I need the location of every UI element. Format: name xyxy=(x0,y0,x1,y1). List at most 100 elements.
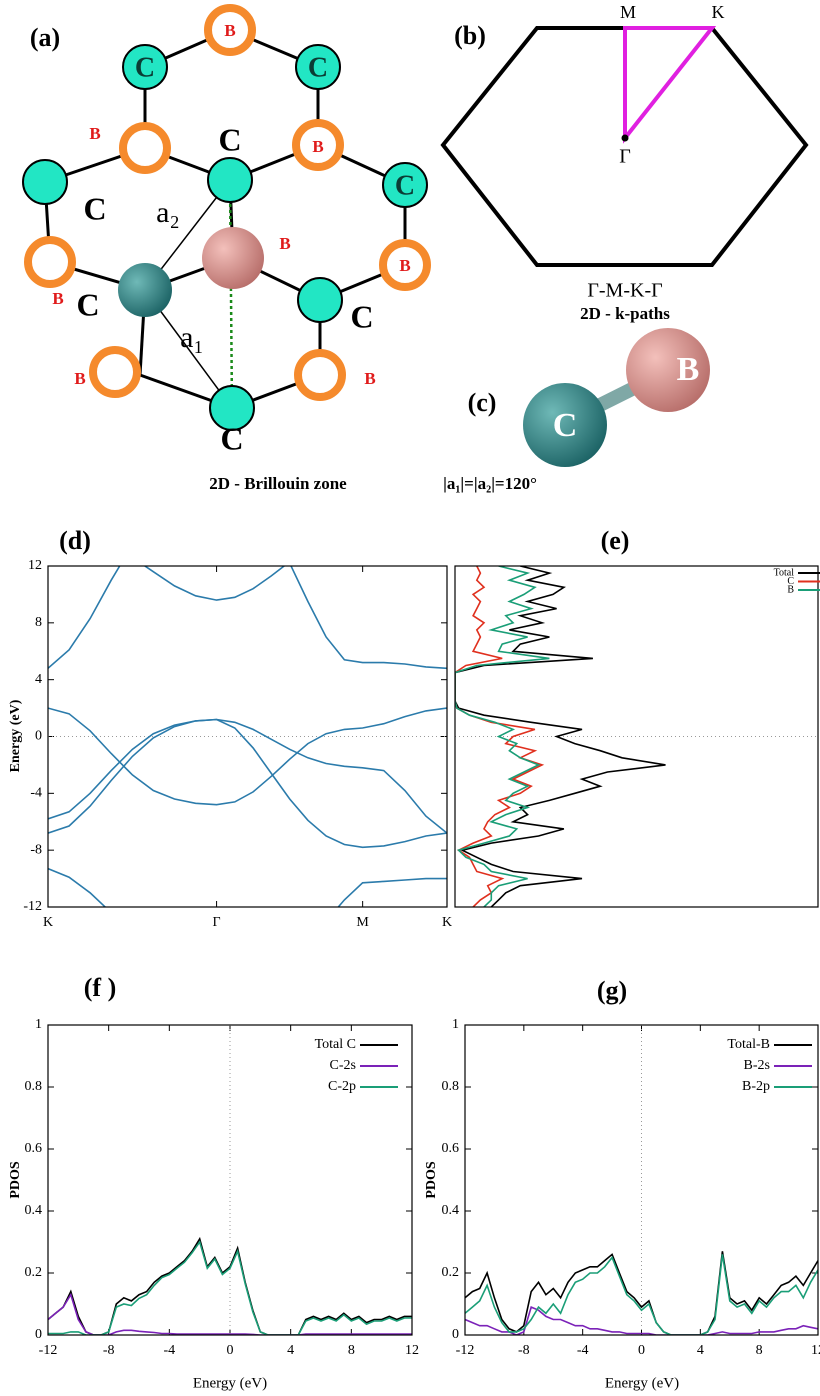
legend-label: C-2p xyxy=(328,1079,356,1094)
x-axis-label: Energy (eV) xyxy=(193,1375,267,1391)
x-tick-label: -12 xyxy=(39,1343,58,1358)
y-tick-label: -8 xyxy=(30,842,42,857)
legend-label: B xyxy=(787,584,794,595)
k-path-subtitle: 2D - k-paths xyxy=(580,304,670,323)
series-line xyxy=(465,1306,818,1335)
molecule-atom xyxy=(626,328,710,412)
plot-frame xyxy=(454,565,819,908)
legend-label: C xyxy=(787,576,794,587)
x-tick-label: K xyxy=(442,915,452,930)
plot-frame xyxy=(47,1024,413,1336)
y-tick-label: 0.8 xyxy=(442,1079,460,1094)
x-tick-label: -4 xyxy=(163,1343,175,1358)
caption: |a₁|=|a₂|=120° xyxy=(443,474,537,493)
panel-label: (f ) xyxy=(84,973,116,1002)
atom-label: C xyxy=(83,190,106,226)
atom-label: B xyxy=(364,369,375,388)
caption: 2D - Brillouin zone xyxy=(209,474,347,493)
x-tick-label: Γ xyxy=(213,915,221,930)
lattice-vector: a₂ xyxy=(156,196,180,229)
atom-label: C xyxy=(350,298,373,334)
series-line xyxy=(465,1254,818,1335)
series-line xyxy=(455,566,666,907)
x-tick-label: 8 xyxy=(348,1343,355,1358)
x-tick-label: -8 xyxy=(103,1343,115,1358)
k-point-label: K xyxy=(712,2,725,22)
k-point-label: M xyxy=(620,2,636,22)
y-tick-label: 0.8 xyxy=(25,1079,43,1094)
atom-label: C xyxy=(76,286,99,322)
panel-label: (e) xyxy=(601,526,630,555)
y-tick-label: 0.4 xyxy=(442,1203,460,1218)
y-axis-label: PDOS xyxy=(424,1161,439,1199)
legend-label: Total xyxy=(774,567,795,578)
x-tick-label: 12 xyxy=(811,1343,820,1358)
y-tick-label: 0.2 xyxy=(25,1265,43,1280)
y-tick-label: 8 xyxy=(35,615,42,630)
atom-label: B xyxy=(52,289,63,308)
panel-label: (c) xyxy=(468,388,497,417)
atom-label: C xyxy=(135,52,155,83)
x-tick-label: 4 xyxy=(697,1343,704,1358)
y-tick-label: -4 xyxy=(30,786,42,801)
molecule-atom xyxy=(523,383,607,467)
plot-frame xyxy=(464,1024,819,1336)
gamma-point xyxy=(621,134,629,142)
x-tick-label: 4 xyxy=(287,1343,294,1358)
series-line xyxy=(48,566,447,670)
series-line xyxy=(455,566,550,907)
atom-label: B xyxy=(399,256,410,275)
lattice-vector: a₁ xyxy=(180,321,204,354)
y-tick-label: 4 xyxy=(35,672,42,687)
legend-label: B-2p xyxy=(742,1079,770,1094)
k-path xyxy=(623,26,717,144)
series-line xyxy=(48,707,447,806)
y-tick-label: 0 xyxy=(452,1327,459,1342)
x-tick-label: -12 xyxy=(456,1343,475,1358)
plot-frame xyxy=(47,565,448,908)
legend-label: Total-B xyxy=(727,1037,770,1052)
y-tick-label: 0.6 xyxy=(442,1141,460,1156)
atom-label: C xyxy=(218,121,241,157)
x-tick-label: -8 xyxy=(518,1343,530,1358)
x-tick-label: 12 xyxy=(405,1343,419,1358)
legend-label: B-2s xyxy=(744,1058,770,1073)
panel-label: (d) xyxy=(59,526,91,555)
y-tick-label: 0.6 xyxy=(25,1141,43,1156)
y-tick-label: -12 xyxy=(23,899,42,914)
y-tick-label: 0 xyxy=(35,729,42,744)
atom-label: B xyxy=(74,369,85,388)
k-point-label: Γ xyxy=(619,146,631,168)
atom-label: B xyxy=(312,137,323,156)
atom-label: C xyxy=(220,420,243,456)
series-line xyxy=(48,1292,412,1335)
legend-label: C-2s xyxy=(330,1058,356,1073)
x-tick-label: 0 xyxy=(638,1343,645,1358)
atom-label: B xyxy=(89,124,100,143)
series-line xyxy=(48,1240,412,1335)
x-tick-label: -4 xyxy=(577,1343,589,1358)
x-tick-label: 8 xyxy=(756,1343,763,1358)
series-line xyxy=(48,718,447,834)
y-tick-label: 0 xyxy=(35,1327,42,1342)
lattice-atoms xyxy=(22,4,431,431)
atom-label: B xyxy=(677,351,700,388)
series-line xyxy=(48,867,447,907)
x-tick-label: K xyxy=(43,915,53,930)
y-tick-label: 0.2 xyxy=(442,1265,460,1280)
k-path-label: Γ-M-K-Γ xyxy=(587,280,662,302)
legend-label: Total C xyxy=(315,1037,356,1052)
y-axis-label: Energy (eV) xyxy=(8,699,23,772)
atom-label: C xyxy=(308,52,328,83)
x-axis-label: Energy (eV) xyxy=(605,1375,679,1391)
panel-label: (g) xyxy=(597,976,627,1005)
atom-label: B xyxy=(224,21,235,40)
x-tick-label: M xyxy=(356,915,369,930)
y-tick-label: 1 xyxy=(35,1017,42,1032)
series-line xyxy=(465,1251,818,1335)
series-line xyxy=(143,566,286,601)
y-tick-label: 0.4 xyxy=(25,1203,43,1218)
atom-label: B xyxy=(279,234,290,253)
atom-label: C xyxy=(553,407,578,444)
